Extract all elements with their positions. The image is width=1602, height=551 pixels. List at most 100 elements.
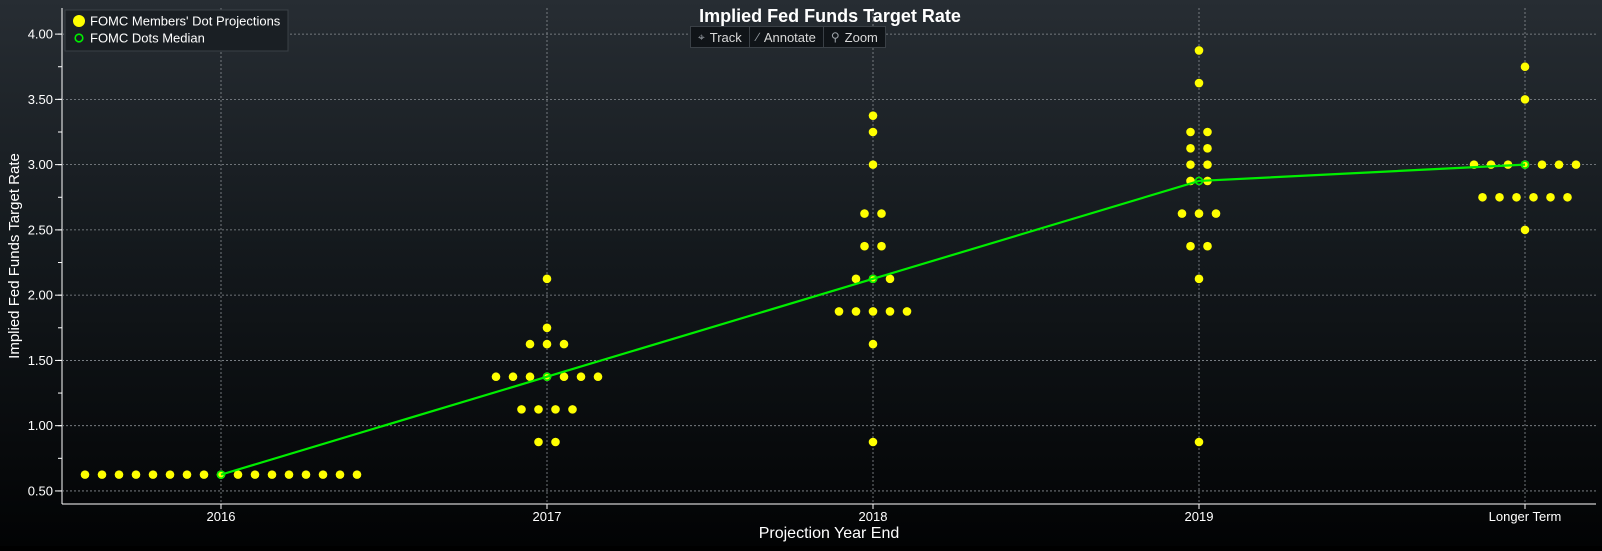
zoom-button[interactable]: ⚲ Zoom	[824, 27, 885, 47]
dot-projection	[1194, 78, 1204, 88]
dot-projection	[1194, 437, 1204, 447]
median-marker	[868, 274, 878, 284]
dot-projection	[301, 470, 311, 479]
chart-title: Implied Fed Funds Target Rate	[699, 6, 961, 26]
dot-projection	[885, 274, 895, 284]
legend-box	[64, 9, 289, 52]
dot-projection	[868, 307, 878, 316]
x-tick-label: 2018	[859, 509, 888, 524]
x-axis-title: Projection Year End	[759, 525, 900, 542]
y-tick-label: 2.00	[28, 288, 53, 303]
dot-projection	[1571, 160, 1581, 169]
dot-projection	[568, 405, 577, 414]
dot-projection	[860, 209, 869, 218]
dot-projection	[1186, 241, 1195, 251]
track-button[interactable]: ⌖ Track	[691, 27, 750, 47]
dot-projection	[1520, 225, 1530, 235]
annotate-button[interactable]: ∕ Annotate	[750, 27, 824, 47]
dot-projection	[1520, 62, 1530, 72]
dot-projection	[284, 470, 294, 479]
dot-projection	[250, 470, 260, 479]
y-tick-label: 3.00	[28, 157, 53, 172]
dot-projection	[534, 437, 543, 447]
dot-projection	[551, 405, 560, 414]
dot-projection	[267, 470, 277, 479]
zoom-label: Zoom	[844, 29, 878, 45]
legend-label-median: FOMC Dots Median	[90, 31, 205, 46]
dot-projection	[1203, 127, 1212, 137]
dot-projection	[97, 470, 107, 479]
median-marker	[542, 372, 552, 382]
dot-projection	[851, 307, 861, 316]
dot-projection	[877, 241, 886, 251]
dot-projection	[182, 470, 192, 479]
dot-projection	[576, 372, 586, 382]
legend-label-dots: FOMC Members' Dot Projections	[90, 14, 281, 29]
dot-projection	[1529, 192, 1538, 202]
dot-projection	[525, 372, 535, 382]
dot-projection	[559, 372, 569, 382]
dot-projection	[1554, 160, 1564, 169]
dot-projection	[1537, 160, 1547, 169]
y-tick-label: 4.00	[28, 27, 53, 42]
dot-projection	[1186, 127, 1195, 137]
dot-projection	[1203, 160, 1212, 169]
annotate-label: Annotate	[763, 29, 816, 45]
dot-projection	[525, 339, 535, 349]
dot-projection	[551, 437, 560, 447]
x-tick-label: 2017	[533, 509, 562, 524]
dot-projection	[902, 307, 912, 316]
median-line	[220, 163, 1526, 476]
legend-median-marker	[74, 33, 84, 43]
dot-projection	[1194, 209, 1204, 218]
dot-projection	[233, 470, 243, 479]
dot-projection	[131, 470, 141, 479]
dot-projection	[491, 372, 501, 382]
x-tick-label: 2016	[207, 509, 236, 524]
y-tick-label: 2.50	[28, 222, 53, 237]
dot-projection	[1546, 192, 1555, 202]
dot-projection	[1512, 192, 1521, 202]
dot-projection	[868, 127, 878, 137]
crosshair-icon: ⌖	[698, 29, 705, 44]
dot-projection	[542, 323, 552, 333]
chart-toolbar: ⌖ Track ∕ Annotate ⚲ Zoom	[690, 26, 886, 48]
dot-projection	[80, 470, 90, 479]
dot-projection	[885, 307, 895, 316]
dot-projection	[508, 372, 518, 382]
dot-projection	[1486, 160, 1496, 169]
dot-projection	[868, 111, 878, 120]
dot-projection	[851, 274, 861, 284]
dot-projection	[868, 339, 878, 349]
x-tick-label: Longer Term	[1489, 509, 1562, 524]
dot-projection	[1203, 144, 1212, 153]
dot-projection	[1194, 46, 1204, 55]
median-marker	[216, 470, 226, 479]
x-tick-label: 2019	[1185, 509, 1214, 524]
dot-projection	[1563, 192, 1572, 202]
y-axis-title: Implied Fed Funds Target Rate	[6, 153, 23, 359]
dot-projection	[1203, 241, 1212, 251]
dot-projection	[352, 470, 362, 479]
dot-projection	[318, 470, 328, 479]
dot-projection	[199, 470, 209, 479]
dot-projection	[1186, 160, 1195, 169]
dot-projection	[542, 339, 552, 349]
y-tick-label: 1.00	[28, 418, 53, 433]
dot-projection	[1194, 274, 1204, 284]
dot-projection	[114, 470, 124, 479]
dot-projection	[868, 160, 878, 169]
dot-projection	[335, 470, 345, 479]
y-tick-label: 3.50	[28, 92, 53, 107]
dot-projection	[165, 470, 175, 479]
median-marker	[1520, 160, 1530, 169]
legend: FOMC Members' Dot Projections FOMC Dots M…	[64, 9, 289, 52]
dot-projection	[1495, 192, 1504, 202]
dot-projection	[834, 307, 844, 316]
pencil-icon: ∕	[756, 30, 759, 44]
dot-projection	[559, 339, 569, 349]
dot-projection	[542, 274, 552, 284]
dot-projection	[1211, 209, 1221, 218]
